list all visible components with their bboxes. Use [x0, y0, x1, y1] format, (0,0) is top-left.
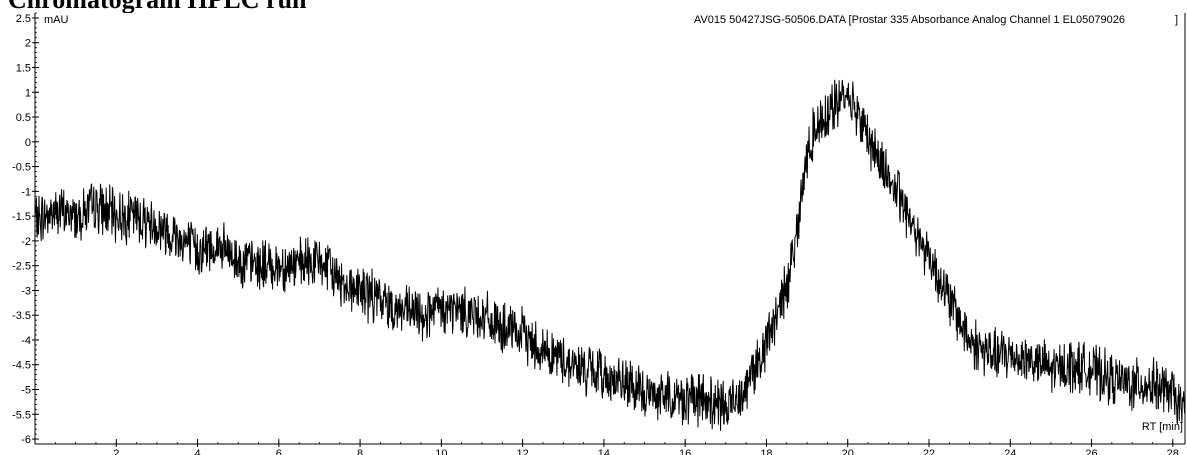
x-tick-label: 12	[517, 448, 529, 455]
x-tick-label: 20	[842, 448, 854, 455]
y-tick-label: 0.5	[16, 112, 31, 124]
x-tick-label: 8	[357, 448, 363, 455]
y-tick-label: -2.5	[12, 261, 31, 273]
y-tick-label: -4.5	[12, 360, 31, 372]
y-tick-label: -6	[21, 434, 31, 446]
y-tick-label: 1	[25, 87, 31, 99]
y-tick-group: 2.5 2 1.5 1 0.5 0 -0.5 -1 -1.5 -2 -2.5 -3 -3.5 -4 -4.5…	[12, 13, 39, 446]
axes-frame	[34, 13, 1186, 445]
chart-heading: Chromatogram HPLC run	[8, 0, 708, 13]
x-tick-label: 4	[194, 448, 200, 455]
x-tick-label: 22	[923, 448, 935, 455]
x-tick-label: 26	[1085, 448, 1097, 455]
y-tick-label: 2.5	[16, 13, 31, 25]
y-tick-label: -0.5	[12, 162, 31, 174]
y-axis-label: mAU	[44, 14, 69, 26]
x-tick-label: 24	[1004, 448, 1016, 455]
x-tick-label: 2	[113, 448, 119, 455]
y-tick-label: -3	[21, 285, 31, 297]
y-tick-label: 0	[25, 137, 31, 149]
x-tick-label: 16	[679, 448, 691, 455]
chart-title-bracket: ]	[1175, 14, 1178, 26]
y-tick-label: -2	[21, 236, 31, 248]
x-tick-label: 18	[760, 448, 772, 455]
x-tick-label: 28	[1167, 448, 1179, 455]
y-tick-label: 1.5	[16, 62, 31, 74]
y-tick-label: -5.5	[12, 409, 31, 421]
absorbance-trace	[34, 79, 1186, 431]
x-axis-label: RT [min]	[1142, 421, 1183, 433]
x-tick-group: 2 4 6 8 10 12 14 16 18 20 22 24 26 28	[113, 439, 1179, 455]
y-tick-label: 2	[25, 38, 31, 50]
y-tick-label: -4	[21, 335, 31, 347]
y-tick-label: -5	[21, 385, 31, 397]
x-tick-label: 6	[276, 448, 282, 455]
x-tick-label: 10	[435, 448, 447, 455]
y-tick-label: -1	[21, 186, 31, 198]
x-tick-label: 14	[598, 448, 610, 455]
chart-title: AV015 50427JSG-50506.DATA [Prostar 335 A…	[694, 14, 1125, 26]
y-tick-label: -3.5	[12, 310, 31, 322]
y-tick-label: -1.5	[12, 211, 31, 223]
